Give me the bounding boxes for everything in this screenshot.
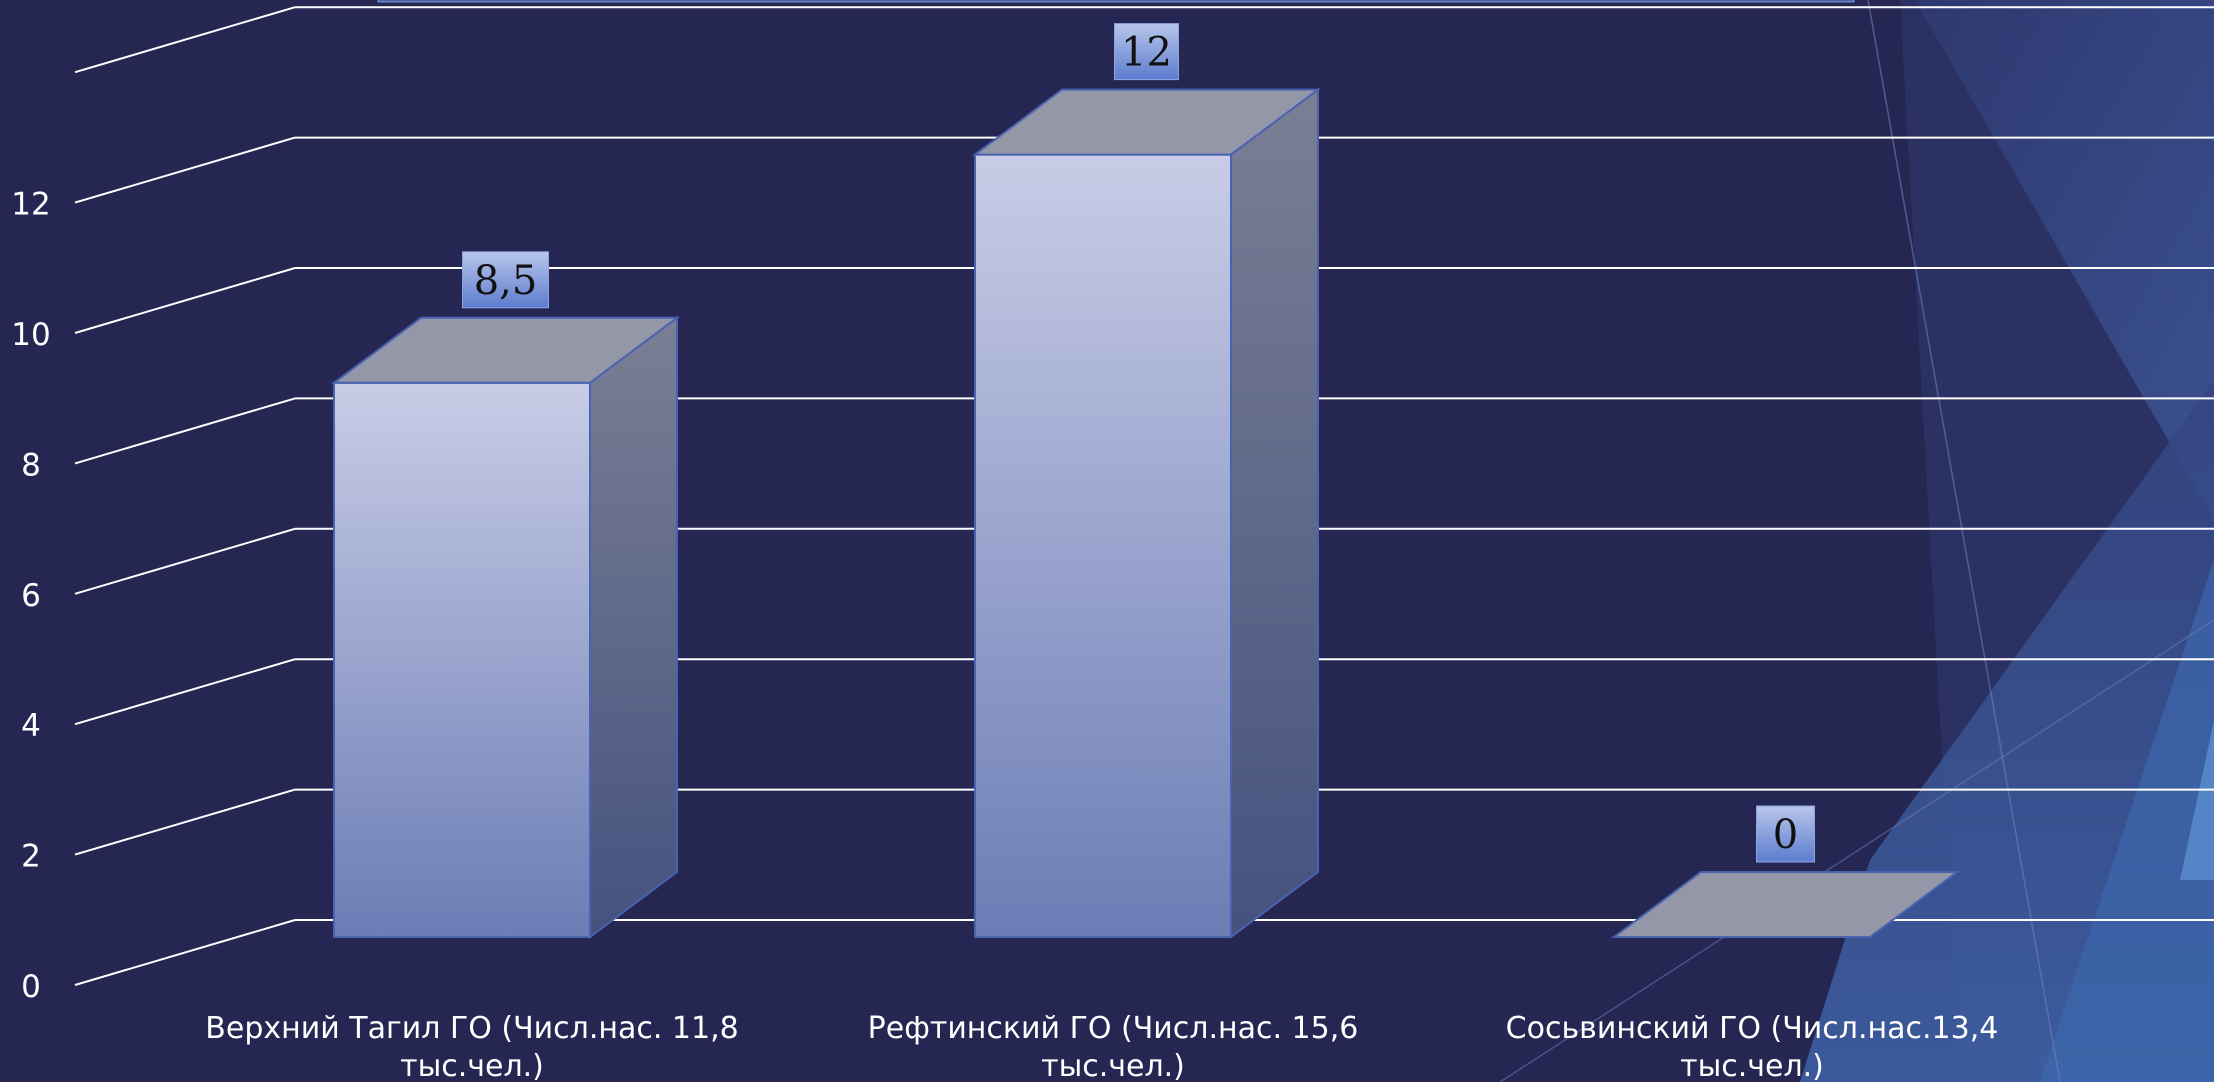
y-tick-label: 12	[11, 187, 50, 223]
y-tick-label: 8	[21, 447, 41, 483]
bar-1	[330, 315, 681, 939]
category-label: Верхний Тагил ГО (Числ.нас. 11,8	[205, 1011, 738, 1046]
y-tick-label: 10	[11, 317, 50, 353]
y-axis: 0 2 4 6 8 10 12	[11, 187, 50, 1005]
data-labels: 8,5 12 0	[462, 23, 1815, 863]
side-gridline	[74, 136, 296, 204]
bars	[330, 87, 1961, 939]
bar-2	[971, 87, 1322, 939]
category-label: Сосьвинский ГО (Числ.нас.13,4	[1506, 1011, 1999, 1046]
data-label-text: 0	[1773, 812, 1798, 858]
category-label: тыс.чел.)	[1041, 1049, 1185, 1082]
bar-top	[1610, 871, 1961, 938]
data-label: 0	[1756, 805, 1815, 863]
category-label: тыс.чел.)	[1680, 1049, 1824, 1082]
y-tick-label: 0	[21, 969, 41, 1005]
bar-front	[974, 153, 1232, 939]
data-label-box	[1756, 805, 1815, 863]
data-label-text: 12	[1121, 30, 1172, 76]
y-tick-label: 6	[21, 578, 41, 614]
bar-top	[971, 88, 1322, 156]
category-label: Рефтинский ГО (Числ.нас. 15,6	[868, 1011, 1359, 1046]
bar-top	[330, 316, 681, 384]
bar-side	[1230, 87, 1319, 939]
category-label: тыс.чел.)	[400, 1049, 544, 1082]
side-gridline	[74, 788, 296, 856]
data-label-box	[462, 251, 549, 309]
bar-front	[333, 381, 591, 938]
side-gridline	[74, 658, 296, 726]
bar-3	[1610, 871, 1961, 938]
bar-side	[589, 315, 678, 939]
data-label-box	[1114, 23, 1179, 81]
side-gridline	[74, 919, 296, 986]
title-box-edge	[377, 0, 1855, 3]
y-tick-label: 2	[21, 839, 41, 875]
background-decoration	[1499, 0, 2214, 1082]
data-label-text: 8,5	[474, 258, 538, 304]
side-gridline	[74, 6, 296, 74]
data-label: 12	[1114, 23, 1179, 81]
data-label: 8,5	[462, 251, 549, 309]
category-axis: Верхний Тагил ГО (Числ.нас. 11,8тыс.чел.…	[205, 1011, 1998, 1082]
side-gridline	[74, 267, 296, 334]
y-tick-label: 4	[21, 708, 41, 744]
side-gridline	[74, 397, 296, 465]
side-gridline	[74, 527, 296, 595]
